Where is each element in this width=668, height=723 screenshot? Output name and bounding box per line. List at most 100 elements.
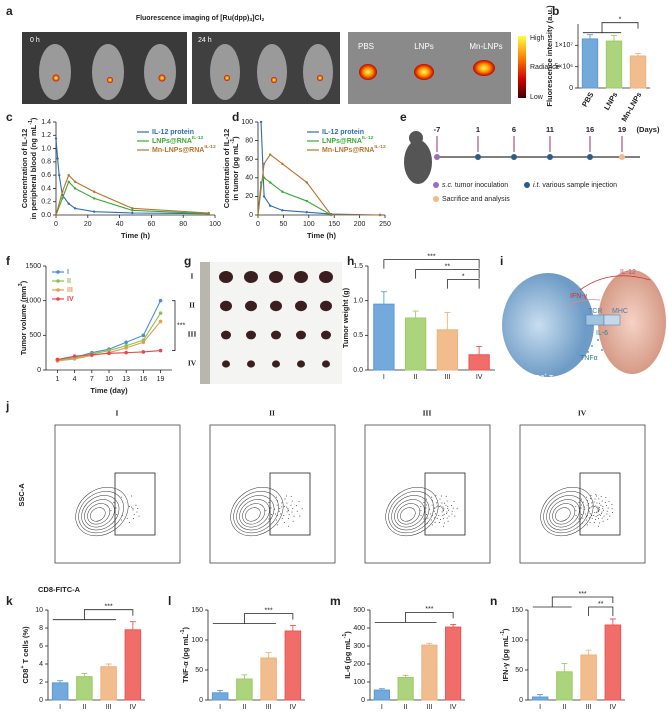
contour — [239, 499, 270, 528]
tumor — [220, 300, 232, 312]
day-dot — [547, 154, 553, 160]
y-axis-label: IFN-γ (pg mL-1) — [500, 628, 510, 682]
point — [131, 211, 134, 215]
row-label: III — [188, 330, 197, 339]
plot-frame — [364, 424, 491, 564]
tumor — [272, 360, 280, 368]
event-dot — [290, 495, 292, 497]
event-dot — [443, 522, 445, 524]
event-dot — [451, 510, 453, 512]
point — [281, 190, 284, 193]
event-dot — [286, 506, 288, 508]
event-dot — [591, 517, 593, 519]
event-dot — [580, 514, 582, 516]
event-dot — [430, 519, 432, 521]
y-axis-label: TNF-α (pg mL-1) — [180, 627, 190, 683]
event-dot — [434, 521, 436, 523]
tumor — [221, 330, 231, 340]
event-dot — [588, 502, 590, 504]
point — [262, 176, 266, 179]
event-dot — [132, 509, 134, 511]
event-dot — [598, 508, 600, 510]
x-axis-label: Time (h) — [121, 231, 151, 240]
event-dot — [578, 502, 580, 504]
event-dot — [443, 508, 445, 510]
contour — [397, 503, 421, 525]
x-tick-label: III — [444, 374, 450, 381]
contour — [90, 507, 106, 522]
x-tick-label: III — [426, 704, 432, 711]
point — [268, 204, 272, 207]
event-dot — [287, 509, 289, 511]
bar — [468, 354, 490, 371]
event-dot — [601, 511, 603, 513]
event-dot — [274, 508, 276, 510]
cytokine-dots — [584, 339, 603, 353]
point — [259, 120, 263, 124]
tumor — [322, 360, 330, 368]
y-tick-label: 0.0 — [41, 212, 51, 219]
annotation: *** — [177, 322, 185, 329]
event-dot — [281, 506, 283, 508]
event-dot — [593, 515, 595, 517]
y-axis-label: Fluorescence intensity (a.u.) — [545, 5, 554, 107]
event-dot — [110, 510, 112, 512]
event-dot — [133, 513, 135, 515]
y-tick-label: 100 — [511, 637, 523, 644]
event-dot — [580, 507, 582, 509]
event-dot — [589, 506, 591, 508]
event-dot — [582, 517, 584, 519]
legend-label: IV — [67, 296, 74, 303]
panel-label: d — [232, 110, 239, 124]
event-dot — [431, 496, 433, 498]
legend-label: Mn-LNPs@RNAIL-12 — [322, 144, 386, 154]
point — [158, 298, 163, 303]
x-tick-label: I — [383, 374, 385, 381]
point — [61, 190, 64, 193]
event-dot — [598, 513, 600, 515]
bar — [531, 696, 549, 701]
significance-bracket — [588, 606, 614, 616]
event-dot — [265, 510, 267, 512]
schematic-label: MHC — [612, 308, 628, 315]
arrow — [579, 275, 651, 291]
bar — [629, 55, 647, 89]
text-part: CD8 — [21, 669, 30, 684]
y-tick-label: 0 — [569, 85, 573, 92]
event-dot — [441, 511, 443, 513]
point — [54, 213, 58, 217]
event-dot — [128, 505, 130, 507]
event-dot — [447, 508, 449, 510]
point — [56, 157, 59, 160]
series-line — [257, 153, 380, 216]
bar — [436, 329, 459, 371]
day-unit: (Days) — [637, 125, 660, 134]
y-tick-label: 0.4 — [41, 185, 51, 192]
event-dot — [592, 505, 594, 507]
event-dot — [131, 506, 133, 508]
event-dot — [276, 515, 278, 517]
text-part: + — [544, 373, 547, 378]
event-dot — [598, 498, 600, 500]
significance-label: *** — [105, 604, 113, 611]
event-dot — [288, 525, 290, 527]
series-line — [257, 177, 380, 216]
x-tick-label: IV — [130, 704, 137, 711]
event-dot — [287, 518, 289, 520]
gate — [579, 472, 621, 536]
text-part: -1 — [180, 629, 186, 634]
event-dot — [434, 508, 436, 510]
event-dot — [584, 513, 586, 515]
contour — [75, 487, 129, 537]
event-dot — [287, 510, 289, 512]
text-part: IL-12 — [374, 144, 386, 150]
event-dot — [600, 504, 602, 506]
organ-label: Mn-LNPs — [469, 42, 502, 51]
legend-label: I — [67, 269, 69, 276]
y-tick-label: 0 — [37, 367, 41, 374]
significance-bracket — [582, 22, 639, 34]
contour — [549, 499, 580, 528]
text-part: in peripheral blood (ng mL — [29, 124, 38, 219]
x-tick-label: 250 — [379, 221, 391, 228]
error-bar — [561, 662, 568, 672]
